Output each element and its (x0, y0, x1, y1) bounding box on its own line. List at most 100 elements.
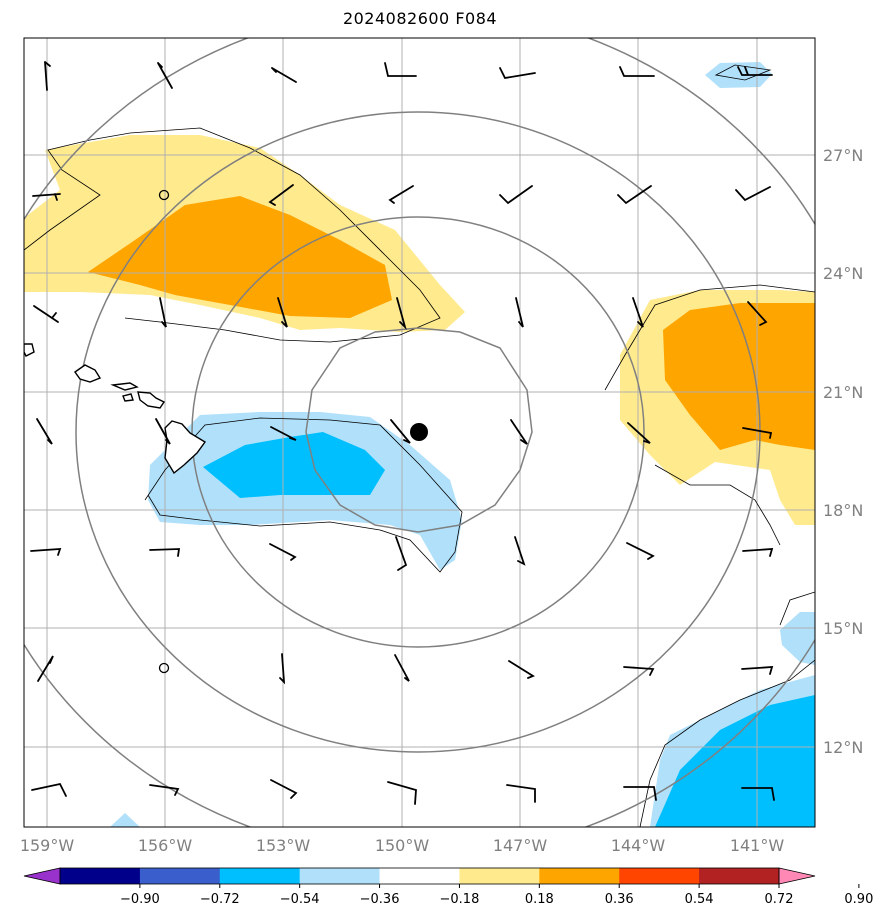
colorbar-tick-label: −0.90 (120, 892, 160, 907)
wind-barb (617, 185, 652, 205)
wind-barb (395, 536, 408, 571)
wind-barb (737, 66, 773, 76)
islet-west (24, 343, 35, 357)
wind-barb (30, 548, 62, 556)
map-frame (23, 37, 816, 828)
lon-label: 159°W (20, 836, 75, 855)
map-title: 2024082600 F084 (342, 9, 498, 28)
distance-rings (24, 38, 815, 827)
wind-barb (619, 66, 655, 77)
wind-barb (279, 653, 286, 685)
wind-barb (394, 654, 410, 682)
lon-label: 141°W (730, 836, 785, 855)
negative-anomaly-east-small (780, 612, 815, 665)
lat-label: 15°N (823, 619, 863, 638)
island-big-island (164, 420, 207, 475)
wind-barb (271, 67, 297, 83)
lon-label: 144°W (611, 836, 666, 855)
colorbar-tick-label: −0.36 (360, 892, 400, 907)
colorbar: −0.90 −0.72 −0.54 −0.36 −0.18 0.18 0.36 0.54 0.7… (23, 867, 873, 907)
wind-barb (270, 426, 297, 441)
colorbar-cell (60, 868, 141, 884)
wind-barb (36, 418, 53, 445)
longitude-labels: 159°W 156°W 153°W 150°W 147°W 144°W 141°… (20, 836, 785, 855)
wind-barb (390, 419, 411, 444)
wind-barb (627, 422, 651, 444)
latitude-labels: 27°N 24°N 21°N 18°N 15°N 12°N (823, 146, 863, 757)
lat-label: 18°N (823, 501, 863, 520)
island-kauai (74, 364, 102, 383)
colorbar-cell (299, 868, 381, 884)
colorbar-frame (59, 867, 780, 885)
island-oahu (110, 382, 139, 391)
wind-barb (514, 536, 526, 566)
colorbar-cell (219, 868, 301, 884)
wind-barb (510, 419, 528, 445)
wind-barb (44, 61, 51, 91)
colorbar-cell (379, 868, 460, 884)
wind-barb (623, 666, 655, 676)
colorbar-tick-label: 0.90 (844, 892, 873, 907)
lat-label: 27°N (823, 146, 863, 165)
wind-barb (741, 787, 775, 801)
wind-barb (632, 297, 644, 328)
wind-barb (33, 305, 59, 323)
wind-barb (506, 784, 536, 803)
island-maui (137, 391, 166, 409)
lon-label: 153°W (256, 836, 311, 855)
wind-barb (149, 548, 181, 557)
wind-barb (155, 418, 171, 445)
negative-anomaly-southeast-core (655, 695, 815, 827)
colorbar-cell (619, 868, 700, 884)
positive-anomaly-north-core (88, 196, 392, 318)
lat-label: 24°N (823, 264, 863, 283)
wind-barb (32, 193, 61, 201)
wind-barb (157, 62, 173, 89)
wind-barb (623, 786, 657, 801)
positive-anomaly-east-core (663, 303, 815, 450)
wind-barb (149, 784, 180, 796)
wind-barb (515, 297, 524, 328)
wind-barb (735, 186, 771, 202)
colorbar-cell (699, 868, 780, 884)
wind-barb (269, 543, 297, 561)
wind-barb (626, 542, 655, 560)
wind-barb (742, 548, 774, 557)
lat-label: 21°N (823, 383, 863, 402)
wind-barb (31, 782, 67, 797)
wind-barb (37, 655, 54, 682)
lat-label: 12°N (823, 738, 863, 757)
calm-markers (158, 189, 170, 674)
wind-barb (741, 666, 774, 675)
colorbar-cell (459, 868, 540, 884)
colorbar-extend-low (23, 867, 61, 885)
lon-label: 156°W (138, 836, 193, 855)
colorbar-tick-label: 0.72 (765, 892, 794, 907)
colorbar-tick-label: 0.54 (685, 892, 714, 907)
wind-barb (268, 184, 294, 206)
island-molokai (122, 393, 134, 402)
negative-anomaly-northeast (705, 62, 772, 88)
anomaly-outlines (24, 64, 815, 827)
wind-barbs (30, 61, 775, 805)
wind-barb (499, 185, 533, 205)
wind-barb (499, 67, 536, 79)
wind-barb (508, 660, 535, 679)
wind-barb (277, 297, 288, 328)
colorbar-tick-label: −0.18 (440, 892, 480, 907)
wind-barb (388, 185, 414, 204)
colorbar-tick-label: −0.54 (280, 892, 320, 907)
lon-label: 150°W (375, 836, 430, 855)
wind-barb (159, 297, 167, 328)
colorbar-extend-high (778, 867, 816, 885)
colorbar-cell (539, 868, 620, 884)
negative-anomaly-central-core (203, 432, 385, 498)
map-area (24, 38, 815, 827)
calm-circle (158, 662, 170, 674)
hawaii-islands (24, 343, 207, 475)
colorbar-tick-label: 0.18 (525, 892, 554, 907)
calm-circle (158, 189, 170, 201)
shading-layer (24, 62, 815, 827)
wind-barb (742, 427, 773, 439)
